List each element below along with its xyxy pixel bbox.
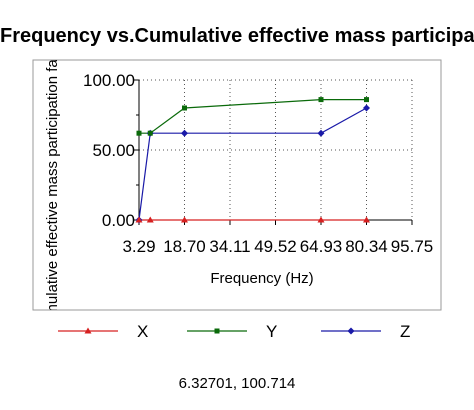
data-point-y	[319, 97, 324, 102]
x-tick-label: 80.34	[345, 237, 388, 256]
x-axis-title: Frequency (Hz)	[210, 270, 313, 287]
data-point-y	[182, 106, 187, 111]
y-tick-label: 50.00	[92, 141, 135, 160]
x-tick-label: 18.70	[163, 237, 206, 256]
legend-marker-z	[348, 328, 355, 335]
x-tick-label: 64.93	[300, 237, 343, 256]
x-tick-label: 34.11	[209, 237, 250, 256]
chart-title: Frequency vs.Cumulative effective mass p…	[0, 25, 474, 47]
legend-label-x: X	[137, 322, 148, 341]
legend-label-y: Y	[266, 322, 277, 341]
y-axis-title-clip: Cumulative effective mass participation …	[44, 34, 61, 336]
y-tick-label: 0.00	[102, 211, 135, 230]
legend-label-z: Z	[400, 322, 410, 341]
legend: X Y Z	[58, 322, 410, 341]
y-axis-title: Cumulative effective mass participation …	[44, 34, 61, 336]
cursor-readout: 6.32701, 100.714	[179, 375, 296, 392]
y-tick-label: 100.00	[83, 71, 135, 90]
data-point-y	[137, 131, 142, 136]
legend-marker-y	[215, 329, 220, 334]
x-tick-label: 3.29	[122, 237, 155, 256]
data-point-y	[364, 97, 369, 102]
x-tick-label: 95.75	[391, 237, 434, 256]
x-tick-label: 49.52	[254, 237, 297, 256]
data-point-y	[148, 131, 153, 136]
